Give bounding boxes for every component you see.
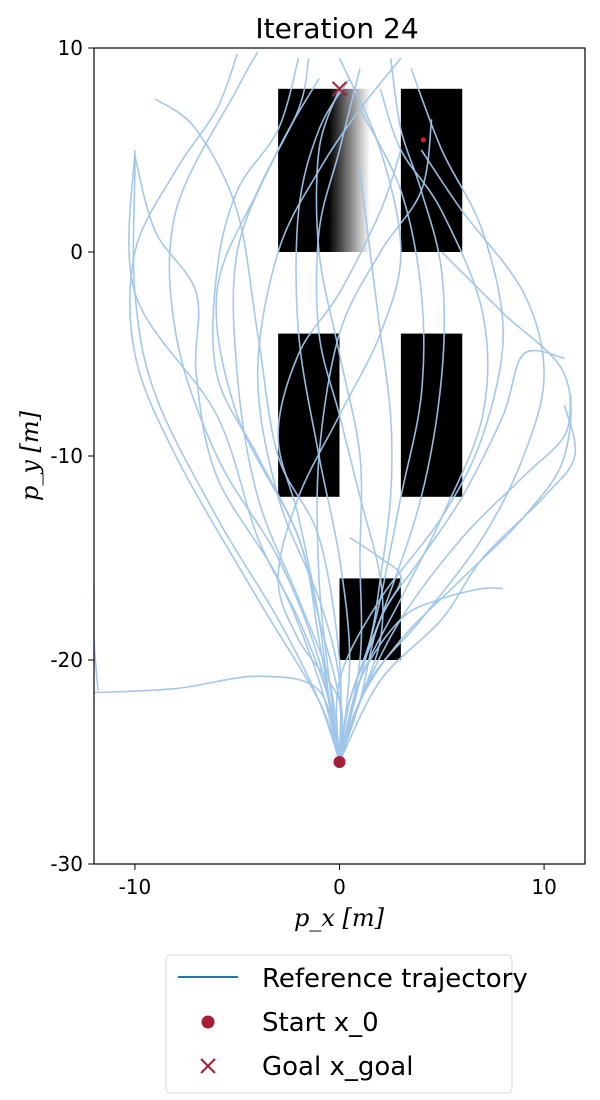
trajectory-line [128, 149, 341, 763]
trajectory-line [335, 68, 505, 763]
trajectory-line [154, 98, 342, 763]
legend-frame [165, 954, 513, 1094]
trajectory-line [338, 536, 402, 763]
goal-secondary-marker [420, 137, 426, 143]
trajectory-line [94, 675, 341, 763]
legend-label-start: Start x_0 [262, 1008, 379, 1038]
y-tick-label: -10 [50, 444, 83, 468]
trajectory-line [338, 108, 425, 763]
x-tick-label: 0 [333, 875, 346, 899]
trajectory-line [132, 153, 341, 763]
legend-start-swatch [201, 1015, 215, 1029]
chart-title: Iteration 24 [255, 12, 418, 45]
x-axis-label: p_x [m] [294, 904, 385, 932]
x-axis-ticks: -10 0 10 [119, 864, 557, 899]
markers-layer [331, 81, 426, 768]
trajectory-line [316, 119, 433, 763]
trajectory-line [315, 88, 363, 763]
y-axis-label: p_y [m] [16, 410, 44, 501]
trajectory-line [134, 155, 341, 763]
legend: Reference trajectory Start x_0 Goal x_go… [165, 954, 528, 1094]
x-tick-label: 10 [531, 875, 556, 899]
trajectory-line [94, 588, 99, 691]
trajectory-line [168, 51, 341, 763]
trajectory-line [338, 404, 577, 763]
trajectory-line [315, 68, 384, 763]
goal-marker [331, 81, 348, 97]
legend-label-goal: Goal x_goal [262, 1052, 413, 1082]
y-tick-label: 0 [70, 240, 83, 264]
legend-label-reference: Reference trajectory [262, 964, 528, 994]
obstacles-layer [278, 88, 463, 660]
trajectory-line [212, 57, 342, 763]
trajectory-line [129, 53, 341, 763]
y-tick-label: -20 [50, 648, 83, 672]
x-tick-label: -10 [119, 875, 152, 899]
obstacle-block [278, 333, 340, 497]
trajectory-line [256, 57, 402, 763]
obstacle-block [400, 333, 463, 497]
start-marker [333, 756, 346, 768]
y-tick-label: -30 [50, 852, 83, 876]
trajectory-line [277, 149, 402, 763]
y-axis-ticks: 10 0 -10 -20 -30 [50, 36, 94, 876]
trajectory-line [338, 587, 504, 763]
legend-goal-swatch [200, 1058, 216, 1074]
trajectories-layer [94, 51, 577, 763]
trajectory-line [338, 88, 489, 763]
y-tick-label: 10 [58, 36, 83, 60]
